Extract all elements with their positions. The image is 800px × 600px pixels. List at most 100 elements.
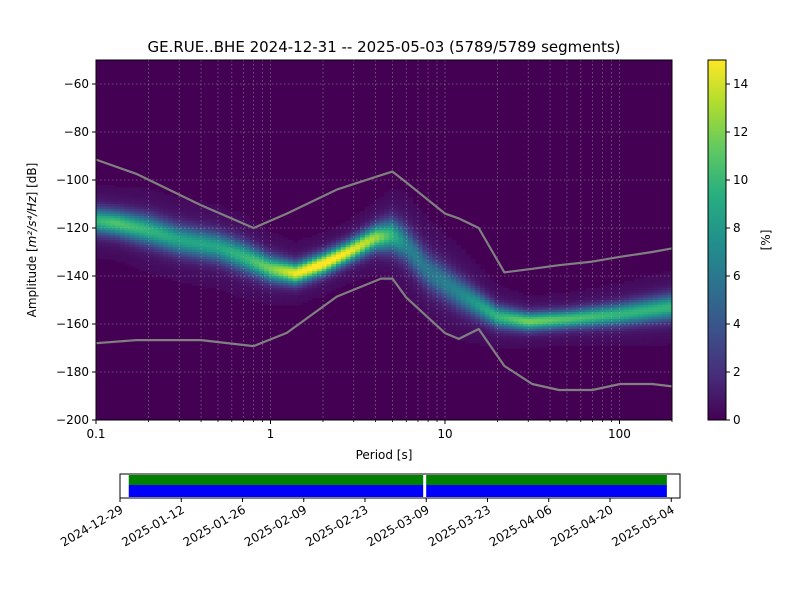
heatmap-cell — [590, 316, 596, 320]
heatmap-cell — [115, 218, 121, 222]
heatmap-cell — [192, 264, 198, 267]
heatmap-cell — [158, 228, 164, 231]
heatmap-cell — [643, 276, 649, 279]
heatmap-cell — [451, 266, 457, 270]
heatmap-cell — [628, 292, 634, 296]
heatmap-cell — [508, 321, 514, 325]
heatmap-cell — [124, 230, 130, 234]
heatmap-cell — [355, 261, 361, 265]
heatmap-cell — [432, 292, 438, 296]
heatmap-cell — [422, 278, 428, 282]
heatmap-cell — [187, 220, 193, 224]
heatmap-cell — [292, 285, 298, 289]
heatmap-cell — [163, 273, 169, 277]
heatmap-cell — [244, 290, 250, 294]
heatmap-cell — [264, 240, 270, 243]
heatmap-cell — [652, 338, 658, 342]
heatmap-cell — [436, 290, 442, 294]
heatmap-cell — [163, 264, 169, 267]
heatmap-cell — [561, 307, 567, 310]
heatmap-cell — [422, 292, 428, 296]
heatmap-cell — [211, 271, 217, 274]
heatmap-cell — [172, 276, 178, 279]
heatmap-cell — [244, 247, 250, 250]
heatmap-cell — [628, 304, 634, 308]
heatmap-cell — [422, 271, 428, 274]
heatmap-cell — [552, 297, 558, 301]
heatmap-cell — [124, 249, 130, 253]
heatmap-cell — [614, 328, 620, 332]
heatmap-cell — [518, 309, 524, 313]
heatmap-cell — [398, 216, 404, 219]
heatmap-cell — [408, 230, 414, 234]
heatmap-cell — [384, 199, 390, 202]
heatmap-cell — [100, 225, 106, 229]
heatmap-cell — [350, 235, 356, 238]
heatmap-cell — [302, 278, 308, 282]
heatmap-cell — [388, 194, 394, 198]
heatmap-cell — [350, 276, 356, 279]
heatmap-cell — [580, 292, 586, 296]
heatmap-cell — [652, 295, 658, 298]
heatmap-cell — [384, 235, 390, 238]
heatmap-cell — [528, 297, 534, 301]
heatmap-cell — [129, 235, 135, 238]
heatmap-cell — [206, 254, 212, 258]
heatmap-cell — [177, 235, 183, 238]
heatmap-cell — [446, 244, 452, 248]
heatmap-cell — [422, 218, 428, 222]
heatmap-cell — [172, 213, 178, 217]
heatmap-cell — [638, 288, 644, 291]
heatmap-cell — [432, 312, 438, 315]
heatmap-cell — [422, 256, 428, 260]
heatmap-cell — [580, 340, 586, 344]
heatmap-cell — [571, 309, 577, 313]
heatmap-cell — [369, 252, 375, 255]
heatmap-cell — [566, 314, 572, 318]
heatmap-cell — [465, 283, 471, 286]
heatmap-cell — [254, 266, 260, 270]
heatmap-cell — [120, 199, 126, 202]
heatmap-cell — [619, 283, 625, 286]
heatmap-cell — [192, 232, 198, 236]
heatmap-cell — [552, 343, 558, 346]
heatmap-cell — [168, 196, 174, 200]
heatmap-cell — [312, 247, 318, 250]
heatmap-cell — [441, 326, 447, 330]
heatmap-cell — [451, 252, 457, 255]
heatmap-cell — [259, 261, 265, 265]
heatmap-cell — [216, 232, 222, 236]
heatmap-cell — [422, 304, 428, 308]
heatmap-cell — [163, 206, 169, 210]
heatmap-cell — [408, 247, 414, 250]
heatmap-cell — [220, 276, 226, 279]
heatmap-cell — [235, 276, 241, 279]
heatmap-cell — [340, 283, 346, 286]
heatmap-cell — [513, 304, 519, 308]
heatmap-cell — [273, 297, 279, 301]
heatmap-cell — [398, 280, 404, 284]
heatmap-cell — [595, 328, 601, 332]
heatmap-cell — [144, 247, 150, 250]
heatmap-cell — [172, 232, 178, 236]
heatmap-cell — [585, 340, 591, 344]
heatmap-cell — [345, 228, 351, 231]
heatmap-cell — [590, 314, 596, 318]
heatmap-cell — [350, 240, 356, 243]
heatmap-cell — [177, 242, 183, 246]
heatmap-cell — [115, 230, 121, 234]
heatmap-cell — [475, 297, 481, 301]
heatmap-cell — [158, 211, 164, 214]
heatmap-cell — [480, 343, 486, 346]
heatmap-cell — [110, 194, 116, 198]
heatmap-cell — [187, 225, 193, 229]
heatmap-cell — [331, 254, 337, 258]
heatmap-cell — [484, 304, 490, 308]
heatmap-cell — [163, 240, 169, 243]
heatmap-cell — [408, 256, 414, 260]
heatmap-cell — [350, 280, 356, 284]
heatmap-cell — [345, 235, 351, 238]
heatmap-cell — [364, 235, 370, 238]
heatmap-cell — [480, 340, 486, 344]
heatmap-cell — [326, 271, 332, 274]
